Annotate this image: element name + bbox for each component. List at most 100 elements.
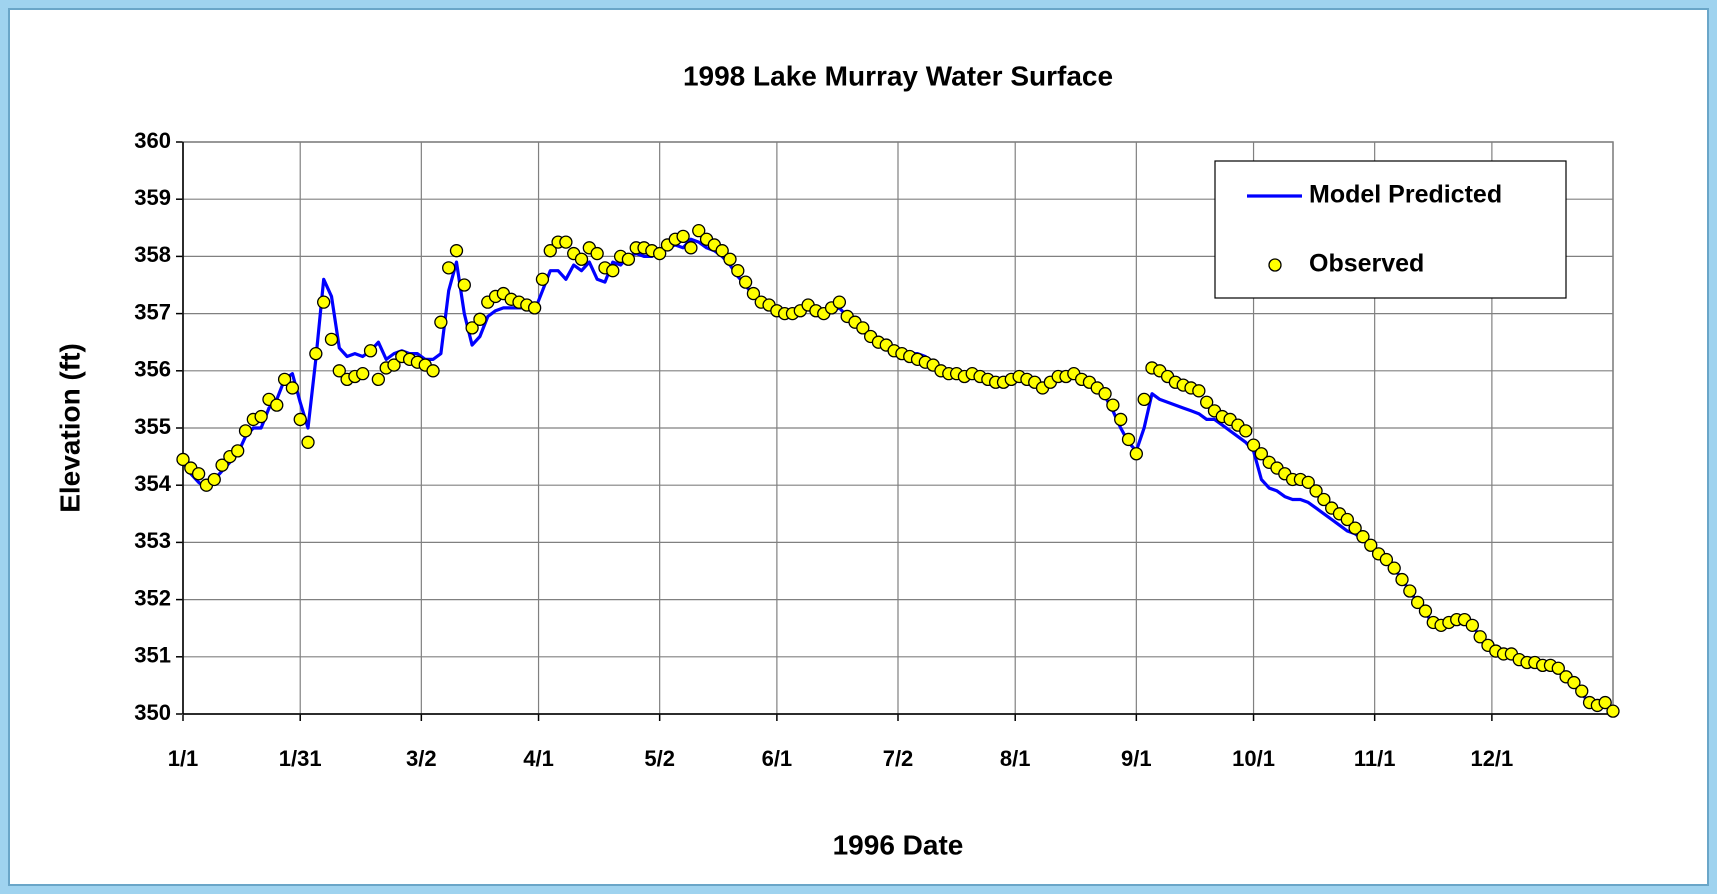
observed-point: [1114, 412, 1128, 427]
observed-point: [371, 372, 386, 387]
legend-label: Model Predicted: [1309, 181, 1502, 209]
x-tick-label: 3/2: [406, 746, 437, 771]
x-tick-label: 4/1: [523, 746, 554, 771]
y-tick-label: 357: [134, 299, 171, 324]
y-tick-label: 355: [134, 414, 171, 439]
observed-point: [363, 344, 378, 358]
observed-point: [301, 435, 315, 449]
y-tick-label: 358: [134, 242, 171, 267]
observed-point: [1309, 484, 1323, 498]
x-tick-label: 8/1: [1000, 746, 1031, 771]
x-tick-label: 6/1: [762, 746, 793, 771]
x-tick-label: 5/2: [644, 746, 675, 771]
x-tick-label: 1/1: [168, 746, 199, 771]
observed-point: [1200, 395, 1214, 409]
observed-point: [231, 444, 245, 458]
observed-point: [723, 252, 737, 266]
observed-point: [590, 246, 604, 261]
observed-point: [1301, 475, 1315, 489]
observed-point: [738, 275, 753, 289]
observed-point: [1356, 530, 1370, 544]
observed-point: [426, 364, 440, 378]
observed-point: [1364, 538, 1378, 552]
observed-point: [527, 301, 542, 315]
observed-point: [1395, 572, 1409, 587]
observed-point: [676, 229, 690, 244]
observed-point: [277, 372, 292, 387]
observed-point: [559, 235, 573, 249]
observed-point: [1379, 552, 1394, 567]
legend-label: Observed: [1309, 250, 1424, 278]
observed-point: [324, 332, 339, 346]
observed-point: [1473, 630, 1487, 644]
observed-point: [1317, 492, 1331, 507]
observed-point: [684, 241, 698, 255]
observed-point: [1418, 604, 1433, 618]
y-tick-label: 359: [134, 185, 171, 210]
observed-point: [254, 409, 268, 424]
x-tick-label: 12/1: [1470, 746, 1513, 771]
y-tick-label: 351: [134, 643, 171, 668]
observed-point: [1106, 398, 1120, 412]
observed-point: [309, 346, 323, 361]
y-tick-label: 356: [134, 357, 171, 382]
y-tick-label: 352: [134, 585, 171, 610]
observed-point: [1403, 584, 1417, 598]
observed-point: [1598, 695, 1612, 710]
y-tick-label: 353: [134, 528, 171, 553]
x-tick-label: 9/1: [1121, 746, 1152, 771]
observed-point: [238, 424, 253, 438]
observed-point: [465, 321, 479, 335]
observed-point: [653, 246, 667, 261]
observed-point: [1254, 447, 1269, 461]
legend-box: [1214, 160, 1567, 299]
chart-title: 1998 Lake Murray Water Surface: [683, 60, 1113, 91]
observed-point: [1137, 392, 1151, 407]
y-tick-label: 360: [134, 128, 171, 153]
observed-point: [856, 321, 870, 335]
observed-point: [449, 244, 464, 258]
observed-point: [692, 224, 706, 238]
observed-point: [1246, 438, 1261, 452]
observed-point: [356, 367, 370, 381]
observed-point: [1340, 512, 1354, 527]
observed-point: [535, 272, 550, 286]
observed-point: [1387, 561, 1401, 575]
x-axis-label: 1996 Date: [833, 829, 964, 860]
observed-point: [543, 244, 557, 258]
observed-point: [746, 286, 761, 301]
observed-point: [1410, 595, 1425, 610]
observed-point: [176, 452, 190, 467]
observed-point: [457, 278, 471, 292]
observed-point: [387, 358, 401, 372]
observed-point: [621, 252, 636, 266]
observed-point: [473, 312, 487, 326]
observed-point: [1465, 618, 1479, 632]
observed-point: [1348, 521, 1362, 535]
observed-point: [1567, 675, 1581, 690]
observed-point: [1239, 424, 1253, 438]
observed-point: [270, 398, 284, 412]
observed-point: [434, 315, 448, 329]
observed-point: [1192, 384, 1206, 398]
observed-point: [207, 472, 221, 487]
observed-point: [317, 295, 331, 309]
observed-point: [1129, 447, 1143, 461]
observed-point: [285, 381, 300, 395]
x-tick-label: 1/31: [279, 746, 322, 771]
x-tick-label: 11/1: [1354, 746, 1396, 771]
observed-point: [715, 244, 729, 258]
observed-point: [332, 364, 346, 378]
observed-point: [1098, 387, 1112, 401]
observed-point: [1575, 684, 1589, 698]
observed-point: [442, 261, 456, 275]
observed-point: [606, 264, 620, 278]
x-tick-label: 7/2: [883, 746, 914, 771]
y-tick-label: 350: [134, 700, 171, 725]
observed-point: [293, 412, 307, 427]
observed-point: [832, 295, 847, 309]
observed-point: [1121, 432, 1136, 447]
y-tick-label: 354: [134, 471, 171, 496]
